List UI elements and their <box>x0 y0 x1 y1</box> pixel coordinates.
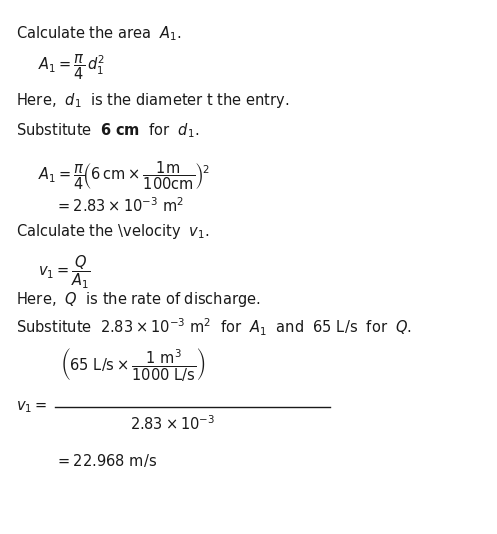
Text: $= 2.83\times10^{-3}\ \mathrm{m}^2$: $= 2.83\times10^{-3}\ \mathrm{m}^2$ <box>55 196 184 215</box>
Text: $2.83\times10^{-3}$: $2.83\times10^{-3}$ <box>130 414 215 433</box>
Text: $= 22.968\ \mathrm{m/s}$: $= 22.968\ \mathrm{m/s}$ <box>55 452 157 469</box>
Text: Substitute  $\mathbf{6\ cm}$  for  $d_1$.: Substitute $\mathbf{6\ cm}$ for $d_1$. <box>16 121 199 140</box>
Text: $A_1 = \dfrac{\pi}{4}\,d_1^2$: $A_1 = \dfrac{\pi}{4}\,d_1^2$ <box>38 52 105 82</box>
Text: Here,  $Q$  is the rate of discharge.: Here, $Q$ is the rate of discharge. <box>16 290 260 309</box>
Text: Here,  $d_1$  is the diameter t the entry.: Here, $d_1$ is the diameter t the entry. <box>16 91 289 110</box>
Text: $\left(65\ \mathrm{L/s}\times\dfrac{1\ \mathrm{m}^3}{1000\ \mathrm{L/s}}\right)$: $\left(65\ \mathrm{L/s}\times\dfrac{1\ \… <box>60 346 205 383</box>
Text: Substitute  $2.83\times10^{-3}\ \mathrm{m}^2$  for  $A_1$  and  $65\ \mathrm{L/s: Substitute $2.83\times10^{-3}\ \mathrm{m… <box>16 317 412 339</box>
Text: Calculate the area  $A_1$.: Calculate the area $A_1$. <box>16 24 182 43</box>
Text: $A_1 = \dfrac{\pi}{4}\!\left(6\,\mathrm{cm}\times\dfrac{1\mathrm{m}}{100\mathrm{: $A_1 = \dfrac{\pi}{4}\!\left(6\,\mathrm{… <box>38 159 210 192</box>
Text: $v_1 =$: $v_1 =$ <box>16 399 47 415</box>
Text: Calculate the \velocity  $v_1$.: Calculate the \velocity $v_1$. <box>16 222 210 241</box>
Text: $v_1 = \dfrac{Q}{A_1}$: $v_1 = \dfrac{Q}{A_1}$ <box>38 254 90 291</box>
